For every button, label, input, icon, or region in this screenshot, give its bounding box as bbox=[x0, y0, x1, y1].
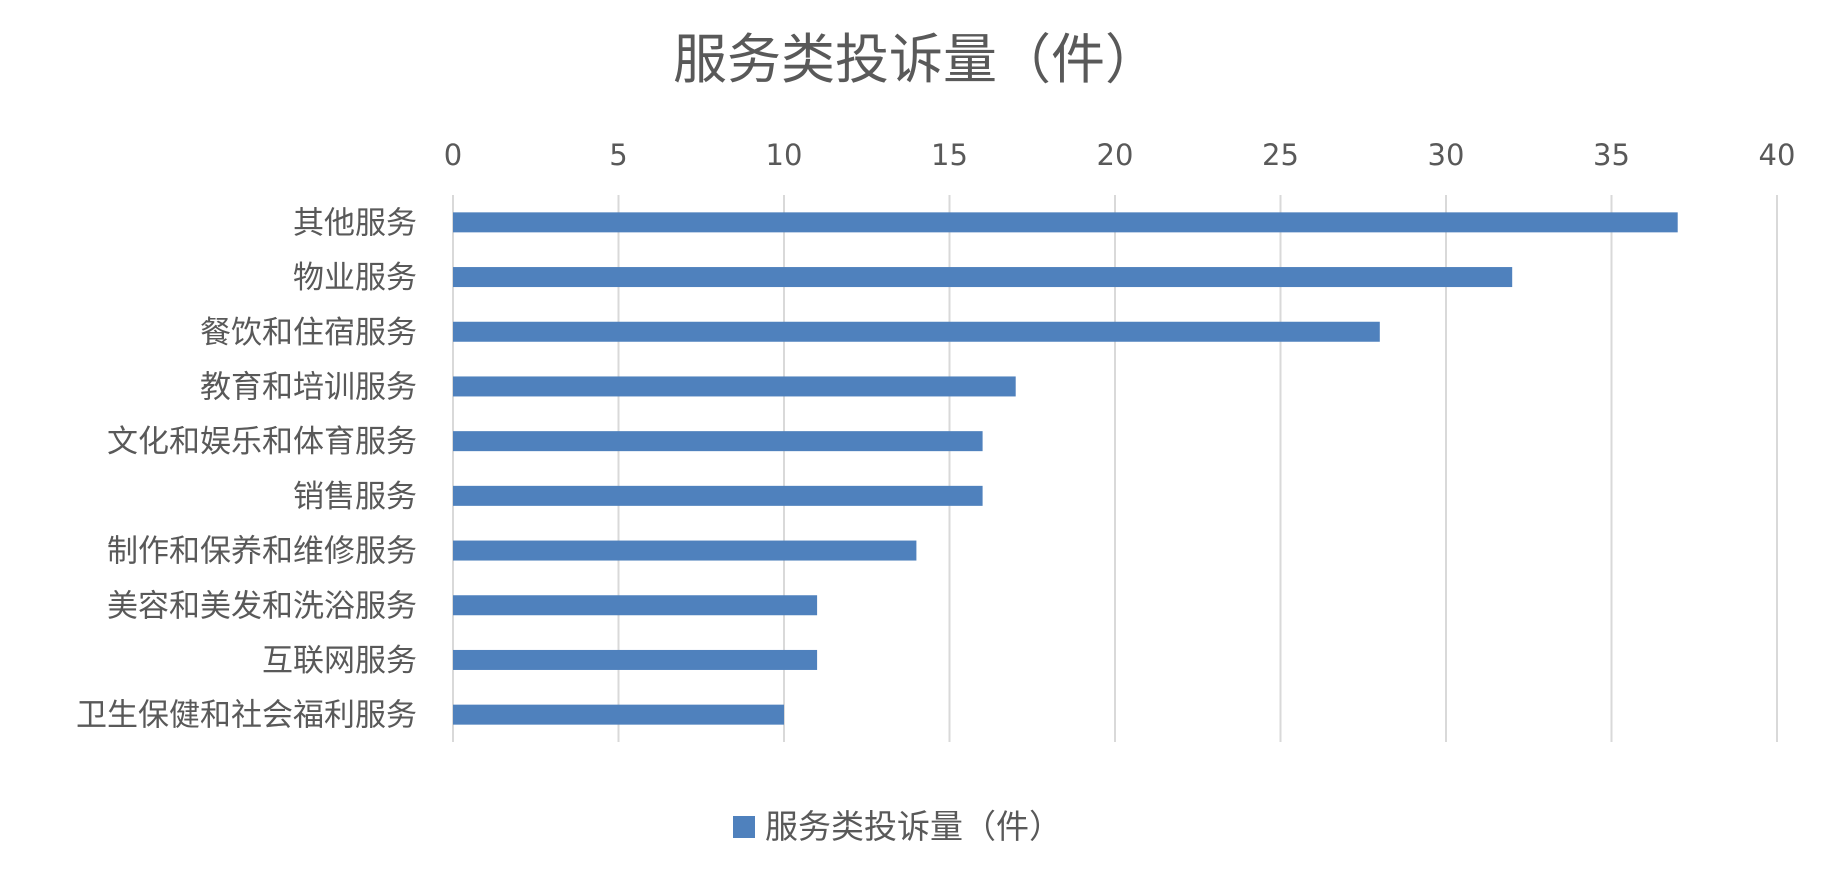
x-tick-label: 0 bbox=[444, 138, 462, 172]
category-label: 销售服务 bbox=[293, 479, 417, 515]
bar bbox=[453, 212, 1678, 233]
legend-label: 服务类投诉量（件） bbox=[765, 807, 1062, 846]
category-label: 物业服务 bbox=[293, 260, 417, 296]
category-label: 教育和培训服务 bbox=[200, 369, 417, 405]
category-label: 卫生保健和社会福利服务 bbox=[76, 698, 417, 734]
bar bbox=[453, 376, 1016, 397]
x-tick-label: 15 bbox=[931, 138, 968, 172]
category-label: 制作和保养和维修服务 bbox=[107, 534, 417, 570]
bar bbox=[453, 595, 818, 616]
bar bbox=[453, 267, 1513, 288]
category-label: 互联网服务 bbox=[262, 643, 417, 679]
x-tick-label: 35 bbox=[1593, 138, 1630, 172]
x-tick-label: 30 bbox=[1428, 138, 1465, 172]
bar bbox=[453, 485, 983, 506]
bar bbox=[453, 321, 1380, 342]
bars bbox=[453, 212, 1678, 725]
legend: 服务类投诉量（件） bbox=[733, 807, 1062, 846]
category-labels: 其他服务物业服务餐饮和住宿服务教育和培训服务文化和娱乐和体育服务销售服务制作和保… bbox=[76, 205, 417, 733]
x-tick-label: 20 bbox=[1097, 138, 1134, 172]
bar bbox=[453, 704, 784, 725]
x-tick-label: 40 bbox=[1759, 138, 1796, 172]
category-label: 美容和美发和洗浴服务 bbox=[107, 588, 417, 624]
bar bbox=[453, 431, 983, 452]
bar bbox=[453, 649, 818, 670]
x-tick-label: 10 bbox=[766, 138, 803, 172]
category-label: 餐饮和住宿服务 bbox=[200, 315, 417, 351]
x-tick-label: 25 bbox=[1262, 138, 1299, 172]
legend-swatch bbox=[733, 816, 755, 838]
x-axis-ticks: 0 5 10 15 20 25 30 35 40 bbox=[444, 138, 1796, 172]
category-label: 文化和娱乐和体育服务 bbox=[107, 424, 417, 460]
chart-title: 服务类投诉量（件） bbox=[673, 28, 1159, 91]
category-label: 其他服务 bbox=[293, 205, 417, 241]
x-tick-label: 5 bbox=[609, 138, 627, 172]
bar bbox=[453, 540, 917, 561]
